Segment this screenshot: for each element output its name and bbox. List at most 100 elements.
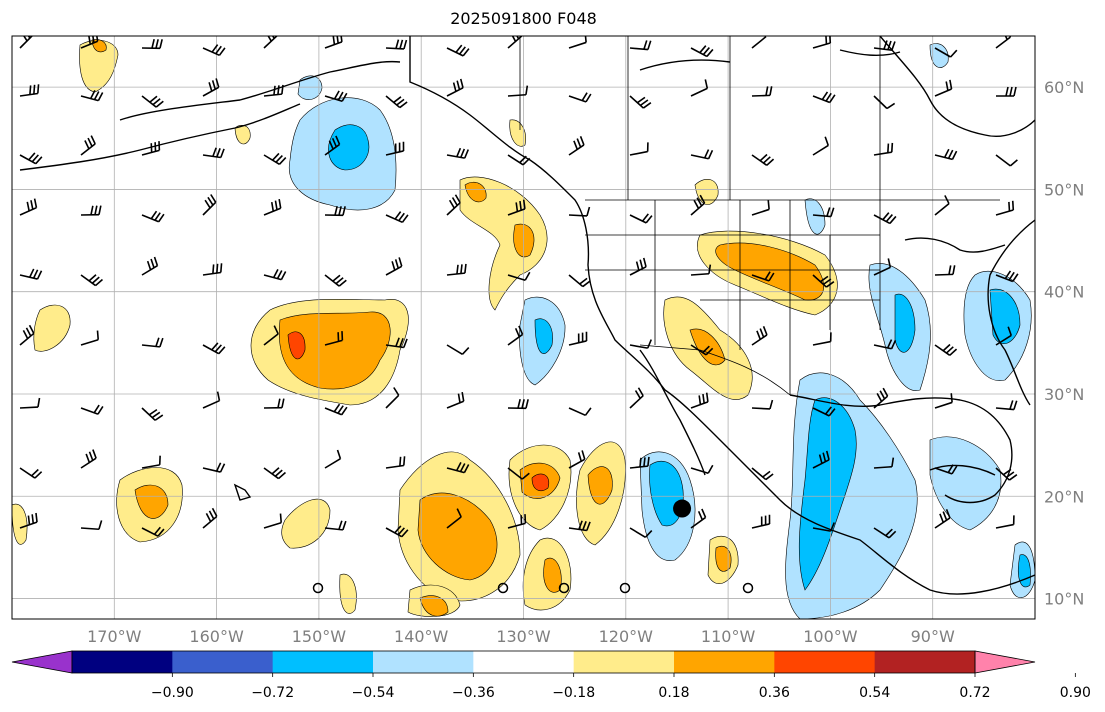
- wind-barb: [202, 44, 226, 57]
- wind-barb: [446, 508, 462, 529]
- wind-barb: [80, 520, 103, 531]
- wind-barb: [751, 399, 774, 410]
- lon-tick-label: 110°W: [701, 627, 756, 646]
- colorbar-segment: [473, 651, 575, 673]
- wind-barb: [507, 85, 529, 97]
- colorbar-tick-label: 0.90: [1060, 685, 1091, 701]
- wind-barb: [629, 142, 649, 156]
- wind-barb: [507, 199, 526, 216]
- wind-barb: [934, 148, 958, 161]
- wind-barb: [568, 36, 587, 49]
- wind-barb: [324, 36, 343, 49]
- wind-barb: [446, 263, 467, 276]
- lat-tick-label: 10°N: [1044, 590, 1084, 609]
- wind-barb: [80, 36, 99, 49]
- wind-barb: [995, 400, 1018, 411]
- lon-tick-label: 170°W: [87, 627, 142, 646]
- field-neg-east-us-core: [894, 293, 916, 353]
- colorbar-segment: [573, 651, 675, 673]
- field-pos-tropic-9: [339, 573, 357, 614]
- colorbar-segment: [72, 651, 173, 673]
- coast-hawaii: [233, 483, 252, 501]
- wind-barb: [812, 136, 830, 156]
- wind-barb: [446, 44, 470, 57]
- wind-barb: [507, 271, 531, 282]
- wind-barb: [568, 450, 586, 469]
- wind-barb: [324, 403, 348, 416]
- wind-barb: [202, 78, 220, 97]
- colorbar-segment: [373, 651, 474, 673]
- wind-barb: [568, 274, 591, 288]
- wind-barb: [812, 207, 835, 218]
- wind-barb: [995, 467, 1018, 481]
- wind-barb: [995, 270, 1019, 283]
- wind-barb: [263, 269, 287, 281]
- wind-barb: [629, 257, 647, 276]
- wind-barb: [324, 274, 347, 287]
- wind-barb: [19, 397, 41, 409]
- colorbar-segment: [674, 651, 775, 673]
- wind-barb: [873, 387, 889, 409]
- colorbar-extend-low: [11, 650, 73, 674]
- wind-barb: [80, 205, 102, 216]
- colorbar-extend-high: [974, 650, 1036, 674]
- wind-barb: [934, 509, 951, 529]
- wind-barb: [324, 135, 341, 156]
- wind-barb: [80, 330, 100, 346]
- field-neg-gulf-mex-core: [798, 397, 857, 591]
- field-neg-alaska-small: [297, 75, 323, 100]
- wind-barb: [751, 200, 770, 216]
- colorbar-tick-label: 0.18: [658, 685, 689, 701]
- wind-barb: [80, 90, 104, 102]
- political-borders: [409, 36, 1000, 396]
- colorbar-segment: [172, 651, 274, 673]
- wind-barb: [141, 39, 163, 50]
- wind-barb: [141, 141, 161, 156]
- wind-barb: [934, 79, 953, 97]
- wind-barb: [812, 406, 836, 417]
- coast-hudson: [879, 36, 1035, 137]
- wind-barb: [934, 47, 958, 58]
- wind-barb: [385, 141, 405, 156]
- lon-tick-label: 120°W: [599, 627, 654, 646]
- longitude-labels: 170°W 160°W 150°W 140°W 130°W 120°W 110°W 100°W…: [87, 627, 955, 646]
- wind-barb: [141, 337, 164, 348]
- wind-barb: [873, 95, 896, 110]
- wind-barb: [324, 206, 346, 217]
- wind-barb: [690, 264, 712, 276]
- colorbar-tick-label: −0.90: [151, 685, 194, 701]
- wind-barb: [141, 407, 164, 421]
- wind-barb: [507, 325, 524, 346]
- lon-tick-label: 90°W: [911, 627, 955, 646]
- anomaly-fields: [12, 39, 1035, 619]
- field-pos-tropic-7-core: [715, 546, 732, 572]
- wind-barb: [141, 256, 159, 276]
- wind-barb: [629, 339, 652, 349]
- wind-barb: [19, 512, 38, 529]
- wind-barb: [751, 514, 771, 529]
- field-pos-west-edge: [12, 503, 28, 545]
- wind-barb: [324, 449, 342, 469]
- lat-tick-label: 20°N: [1044, 487, 1084, 506]
- lon-tick-label: 150°W: [292, 627, 347, 646]
- wind-barb: [812, 522, 835, 532]
- wind-barb: [19, 84, 40, 97]
- wind-barb: [263, 467, 287, 480]
- colorbar-segment: [272, 651, 374, 673]
- wind-barb: [995, 326, 1013, 346]
- border-canada-provinces: [519, 36, 881, 200]
- wind-barb: [446, 344, 470, 355]
- lon-tick-label: 130°W: [496, 627, 551, 646]
- field-pos-central-pacific-hot: [287, 331, 306, 360]
- calm-circle: [742, 582, 754, 594]
- wind-barb: [507, 514, 527, 529]
- colorbar: [11, 650, 1036, 674]
- wind-barb: [934, 464, 958, 475]
- wind-barb: [873, 527, 897, 539]
- wind-barb: [19, 467, 43, 479]
- wind-barb: [995, 200, 1015, 216]
- lat-tick-label: 30°N: [1044, 385, 1084, 404]
- colorbar-tick-label: 0.36: [759, 685, 790, 701]
- wind-barb: [751, 326, 768, 346]
- colorbar-tick-label: −0.72: [251, 685, 294, 701]
